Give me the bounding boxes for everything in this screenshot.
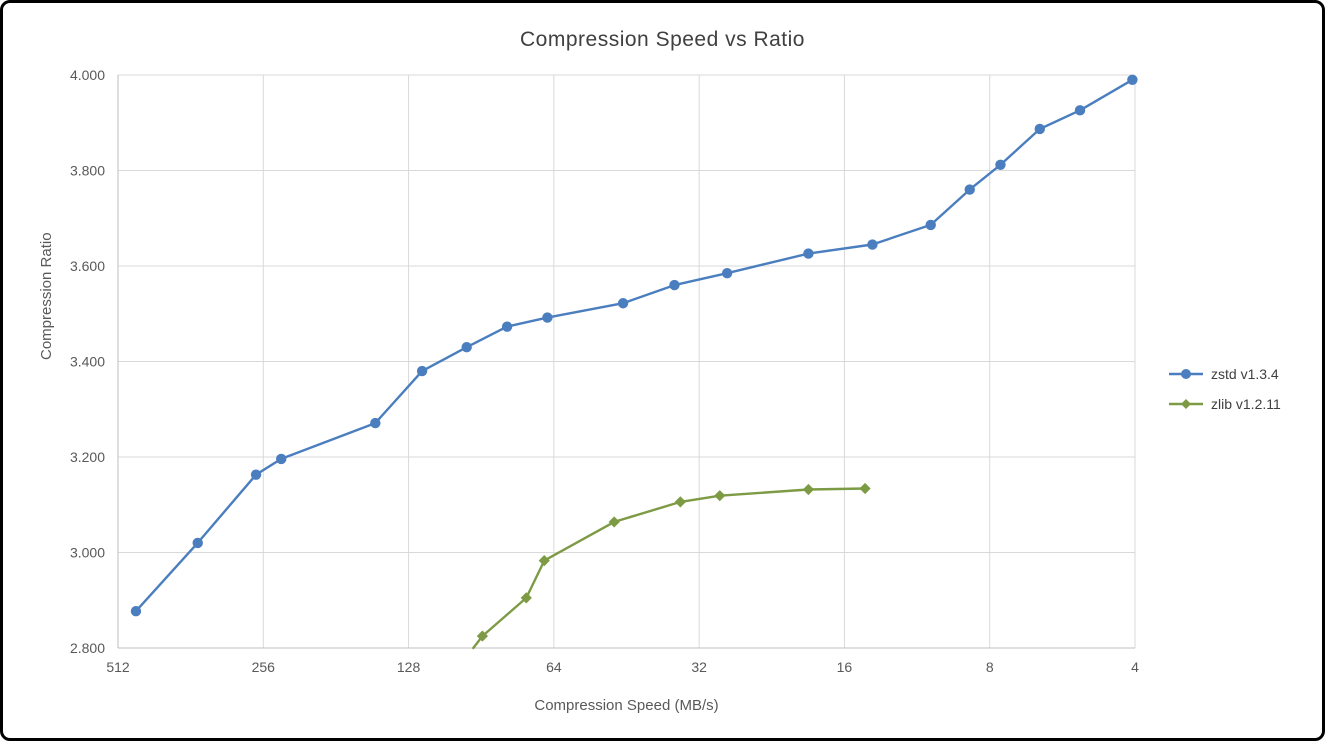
y-tick-label: 3.800: [70, 162, 105, 178]
series-marker: [501, 321, 513, 332]
legend-item: zstd v1.3.4: [1168, 366, 1281, 382]
y-tick-label: 2.800: [70, 640, 105, 656]
series-marker: [542, 312, 553, 323]
series-marker: [1127, 74, 1138, 85]
series-line: [134, 78, 1134, 613]
x-tick-label: 128: [397, 659, 421, 675]
series-marker: [276, 453, 287, 465]
series-marker: [520, 592, 532, 604]
x-tick-label: 32: [691, 659, 707, 675]
series-marker: [802, 483, 815, 496]
legend-item: zlib v1.2.11: [1168, 396, 1281, 412]
series-marker: [1074, 105, 1086, 116]
y-tick-label: 3.400: [70, 353, 105, 369]
legend-label: zlib v1.2.11: [1211, 396, 1281, 412]
chart-title: Compression Speed vs Ratio: [520, 28, 805, 51]
series-marker: [995, 159, 1006, 170]
series-marker: [925, 219, 936, 231]
series-marker: [964, 184, 975, 195]
series-marker: [617, 298, 629, 309]
legend-label: zstd v1.3.4: [1211, 366, 1279, 382]
y-tick-label: 3.600: [70, 258, 105, 274]
series-marker: [803, 248, 814, 259]
series-marker: [674, 496, 686, 508]
series-marker: [416, 365, 428, 377]
x-axis-title: Compression Speed (MB/s): [534, 697, 719, 714]
legend-marker-diamond-icon: [1169, 399, 1203, 409]
series-marker: [250, 469, 262, 480]
x-tick-label: 16: [837, 659, 853, 675]
series-marker: [721, 267, 733, 279]
series-marker: [608, 516, 620, 528]
series-marker: [859, 482, 871, 495]
legend-marker-circle-icon: [1169, 369, 1203, 379]
series-marker: [669, 279, 680, 291]
x-tick-label: 256: [252, 659, 276, 675]
chart-legend: zstd v1.3.4 zlib v1.2.11: [1168, 366, 1281, 412]
x-tick-label: 512: [106, 659, 130, 675]
series-marker: [370, 417, 381, 429]
series-marker: [461, 341, 472, 353]
x-tick-label: 4: [1131, 659, 1139, 675]
y-tick-label: 3.200: [70, 449, 105, 465]
y-tick-label: 4.000: [70, 67, 105, 83]
series-marker: [1034, 123, 1045, 135]
series-marker: [476, 630, 488, 642]
series-marker: [538, 555, 550, 567]
series-line: [472, 487, 867, 650]
series-marker: [130, 606, 142, 617]
x-tick-label: 64: [546, 659, 562, 675]
series-marker: [714, 490, 726, 502]
y-tick-label: 3.000: [70, 544, 105, 560]
series-marker: [867, 239, 878, 250]
x-tick-label: 8: [986, 659, 994, 675]
series-marker: [192, 537, 203, 549]
